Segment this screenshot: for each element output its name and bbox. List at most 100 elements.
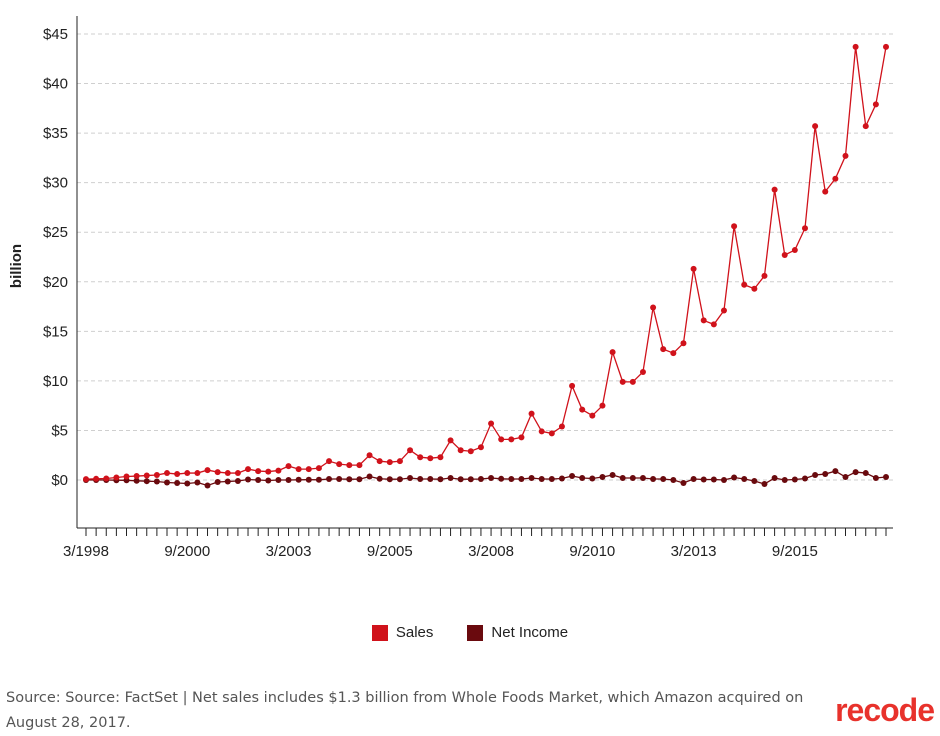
data-point-sales[interactable] xyxy=(761,272,768,279)
data-point-sales[interactable] xyxy=(538,428,545,435)
data-point-net-income[interactable] xyxy=(660,476,667,483)
data-point-net-income[interactable] xyxy=(710,476,717,483)
data-point-net-income[interactable] xyxy=(548,476,555,483)
data-point-net-income[interactable] xyxy=(771,475,778,482)
data-point-net-income[interactable] xyxy=(224,478,231,485)
data-point-net-income[interactable] xyxy=(315,476,322,483)
data-point-net-income[interactable] xyxy=(579,475,586,482)
data-point-sales[interactable] xyxy=(255,468,262,475)
data-point-net-income[interactable] xyxy=(518,476,525,483)
data-point-sales[interactable] xyxy=(204,467,211,474)
data-point-net-income[interactable] xyxy=(508,476,515,483)
data-point-sales[interactable] xyxy=(447,437,454,444)
data-point-sales[interactable] xyxy=(407,447,414,454)
data-point-sales[interactable] xyxy=(771,186,778,193)
data-point-sales[interactable] xyxy=(477,444,484,451)
data-point-sales[interactable] xyxy=(599,402,606,409)
data-point-sales[interactable] xyxy=(670,350,677,357)
data-point-sales[interactable] xyxy=(569,382,576,389)
data-point-net-income[interactable] xyxy=(255,477,262,483)
data-point-net-income[interactable] xyxy=(883,474,889,481)
data-point-sales[interactable] xyxy=(315,465,322,472)
data-point-net-income[interactable] xyxy=(558,475,565,482)
data-point-net-income[interactable] xyxy=(366,473,373,480)
data-point-net-income[interactable] xyxy=(336,476,343,483)
data-point-sales[interactable] xyxy=(295,466,302,473)
data-point-net-income[interactable] xyxy=(832,468,839,475)
data-point-sales[interactable] xyxy=(619,378,626,385)
data-point-net-income[interactable] xyxy=(184,480,191,487)
data-point-net-income[interactable] xyxy=(781,477,788,483)
data-point-sales[interactable] xyxy=(417,454,424,461)
data-point-net-income[interactable] xyxy=(214,478,221,485)
data-point-net-income[interactable] xyxy=(731,474,738,481)
data-point-net-income[interactable] xyxy=(437,476,444,483)
data-point-sales[interactable] xyxy=(710,321,717,328)
data-point-net-income[interactable] xyxy=(376,475,383,482)
data-point-net-income[interactable] xyxy=(386,476,393,483)
data-point-net-income[interactable] xyxy=(133,477,140,484)
data-point-net-income[interactable] xyxy=(234,477,241,484)
data-point-net-income[interactable] xyxy=(872,475,879,482)
data-point-net-income[interactable] xyxy=(720,477,727,483)
data-point-sales[interactable] xyxy=(589,412,596,419)
data-point-net-income[interactable] xyxy=(700,476,707,483)
data-point-sales[interactable] xyxy=(852,43,859,50)
data-point-sales[interactable] xyxy=(872,101,879,108)
data-point-sales[interactable] xyxy=(700,317,707,324)
data-point-sales[interactable] xyxy=(376,458,383,465)
legend-item-net-income[interactable]: Net Income xyxy=(467,624,568,641)
data-point-sales[interactable] xyxy=(103,475,110,482)
data-point-net-income[interactable] xyxy=(265,477,272,484)
data-point-net-income[interactable] xyxy=(467,476,474,483)
data-point-sales[interactable] xyxy=(164,470,171,477)
data-point-sales[interactable] xyxy=(822,188,829,195)
data-point-sales[interactable] xyxy=(153,472,160,479)
data-point-sales[interactable] xyxy=(731,223,738,230)
data-point-net-income[interactable] xyxy=(427,476,434,483)
data-point-sales[interactable] xyxy=(113,474,120,481)
data-point-net-income[interactable] xyxy=(285,477,292,483)
data-point-sales[interactable] xyxy=(660,346,667,353)
data-point-sales[interactable] xyxy=(305,466,312,473)
data-point-sales[interactable] xyxy=(832,175,839,182)
data-point-sales[interactable] xyxy=(741,281,748,288)
data-point-sales[interactable] xyxy=(326,458,333,465)
data-point-sales[interactable] xyxy=(650,304,657,311)
data-point-sales[interactable] xyxy=(143,472,150,479)
data-point-net-income[interactable] xyxy=(346,476,353,483)
data-point-net-income[interactable] xyxy=(639,475,646,482)
data-point-net-income[interactable] xyxy=(852,469,859,476)
data-point-sales[interactable] xyxy=(528,410,535,417)
data-point-sales[interactable] xyxy=(751,285,758,292)
data-point-sales[interactable] xyxy=(791,247,798,254)
data-point-sales[interactable] xyxy=(234,470,241,477)
data-point-net-income[interactable] xyxy=(528,475,535,482)
data-point-sales[interactable] xyxy=(639,368,646,375)
data-point-sales[interactable] xyxy=(396,458,403,465)
data-point-sales[interactable] xyxy=(83,476,89,483)
data-point-net-income[interactable] xyxy=(447,475,454,482)
data-point-net-income[interactable] xyxy=(801,475,808,482)
data-point-sales[interactable] xyxy=(346,462,353,469)
data-point-sales[interactable] xyxy=(548,430,555,437)
data-point-sales[interactable] xyxy=(285,463,292,470)
data-point-sales[interactable] xyxy=(133,473,140,480)
data-point-net-income[interactable] xyxy=(396,476,403,483)
data-point-sales[interactable] xyxy=(508,436,515,443)
data-point-net-income[interactable] xyxy=(619,475,626,482)
data-point-sales[interactable] xyxy=(245,466,252,473)
data-point-sales[interactable] xyxy=(498,436,505,443)
data-point-sales[interactable] xyxy=(356,462,363,469)
data-point-sales[interactable] xyxy=(558,423,565,430)
data-point-sales[interactable] xyxy=(386,459,393,466)
data-point-net-income[interactable] xyxy=(417,476,424,483)
data-point-sales[interactable] xyxy=(123,473,130,480)
data-point-sales[interactable] xyxy=(467,448,474,455)
data-point-sales[interactable] xyxy=(812,123,819,130)
data-point-sales[interactable] xyxy=(366,452,373,459)
legend-item-sales[interactable]: Sales xyxy=(371,624,433,641)
data-point-net-income[interactable] xyxy=(204,482,211,489)
data-point-sales[interactable] xyxy=(781,252,788,259)
data-point-net-income[interactable] xyxy=(690,476,697,483)
